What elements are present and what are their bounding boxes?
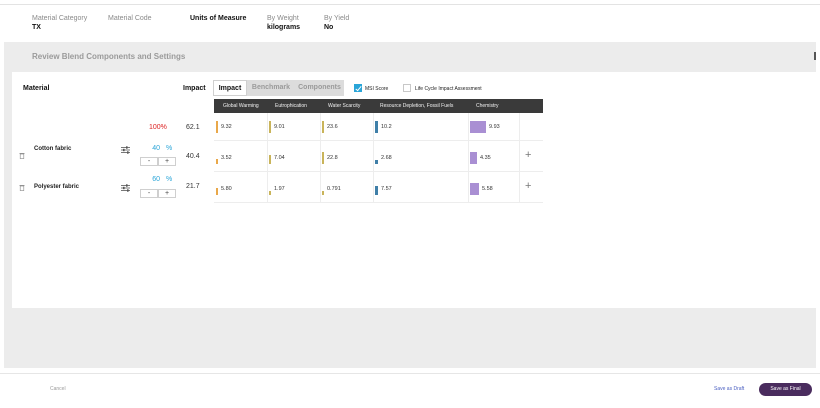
units-of-measure-label: Units of Measure	[190, 15, 247, 22]
footer-divider	[0, 373, 820, 374]
total-percent: 100%	[149, 124, 167, 131]
review-title: Review Blend Components and Settings	[32, 52, 186, 61]
save-final-button[interactable]: Save as Final	[759, 383, 812, 396]
column-header-eutrophication: Eutrophication	[275, 103, 307, 109]
total-impact: 62.1	[186, 124, 200, 131]
impact-value-cotton-0: 3.52	[221, 155, 232, 161]
lcia-label: Life Cycle Impact Assessment	[415, 86, 482, 92]
add-cotton-button[interactable]: +	[525, 149, 532, 161]
impact-bar-cotton-2	[322, 152, 324, 164]
column-header-global-warming: Global Warming	[223, 103, 259, 109]
impact-bar-cotton-3	[375, 160, 378, 164]
impact-bar-polyester-3	[375, 186, 378, 195]
column-divider	[267, 113, 268, 203]
impact-value-polyester-0: 5.80	[221, 186, 232, 192]
delete-cotton-icon[interactable]	[19, 152, 25, 159]
impact-cotton: 40.4	[186, 153, 200, 160]
impact-bar-total-4	[470, 121, 486, 133]
view-tabs: Impact Benchmark Components	[213, 80, 344, 96]
by-weight-value: kilograms	[267, 24, 301, 31]
delete-polyester-icon[interactable]	[19, 184, 25, 191]
add-polyester-button[interactable]: +	[525, 180, 532, 192]
impact-value-total-3: 10.2	[381, 124, 392, 130]
impact-bar-total-3	[375, 121, 378, 133]
column-header-chemistry: Chemistry	[476, 103, 499, 109]
by-yield-value: No	[324, 24, 334, 31]
tab-benchmark[interactable]: Benchmark	[251, 84, 291, 91]
row-divider	[214, 171, 543, 172]
impact-value-cotton-1: 7.04	[274, 155, 285, 161]
save-draft-button[interactable]: Save as Draft	[714, 386, 745, 392]
impact-grid: 9.32 9.01 23.6 10.2 9.93 3.52 7.04 22.8 2.68 4.35…	[214, 113, 543, 203]
column-divider	[320, 113, 321, 203]
msi-score-label: MSI Score	[365, 86, 389, 92]
impact-value-cotton-3: 2.68	[381, 155, 392, 161]
settings-polyester-icon[interactable]	[121, 184, 130, 192]
increase-cotton-button[interactable]: +	[158, 157, 176, 166]
impact-value-cotton-2: 22.8	[327, 155, 338, 161]
increase-polyester-button[interactable]: +	[158, 189, 176, 198]
impact-value-total-2: 23.6	[327, 124, 338, 130]
material-category-label: Material Category	[32, 15, 88, 22]
impact-value-cotton-4: 4.35	[480, 155, 491, 161]
percent-input-polyester[interactable]: 60	[152, 176, 160, 183]
column-divider	[468, 113, 469, 203]
impact-bar-polyester-2	[322, 191, 324, 195]
column-header-water-scarcity: Water Scarcity	[328, 103, 361, 109]
impact-value-polyester-2: 0.791	[327, 186, 341, 192]
material-code-label: Material Code	[108, 15, 152, 22]
impact-columns-header: Global Warming Eutrophication Water Scar…	[214, 99, 543, 113]
impact-value-total-4: 9.93	[489, 124, 500, 130]
material-name-cotton: Cotton fabric	[34, 146, 72, 152]
impact-value-total-0: 9.32	[221, 124, 232, 130]
percent-sign: %	[166, 176, 173, 183]
impact-value-polyester-3: 7.57	[381, 186, 392, 192]
impact-bar-total-0	[216, 121, 218, 133]
impact-value-total-1: 9.01	[274, 124, 285, 130]
impact-value-polyester-1: 1.97	[274, 186, 285, 192]
collapse-handle[interactable]	[814, 52, 816, 60]
impact-bar-cotton-4	[470, 152, 477, 164]
impact-bar-cotton-1	[269, 155, 271, 164]
impact-bar-cotton-0	[216, 159, 218, 164]
lcia-checkbox[interactable]	[403, 84, 411, 92]
percent-input-cotton[interactable]: 40	[152, 145, 160, 152]
percent-sign: %	[166, 145, 173, 152]
material-category-value: TX	[32, 24, 41, 31]
material-column-header: Material	[23, 85, 50, 92]
by-weight-label: By Weight	[267, 15, 299, 22]
decrease-cotton-button[interactable]: -	[140, 157, 158, 166]
top-bar	[0, 0, 820, 5]
cancel-button[interactable]: Cancel	[50, 386, 66, 392]
impact-value-polyester-4: 5.58	[482, 186, 493, 192]
column-divider	[373, 113, 374, 203]
column-divider	[519, 113, 520, 203]
impact-bar-polyester-4	[470, 183, 479, 195]
tab-components[interactable]: Components	[298, 84, 341, 91]
impact-bar-total-2	[322, 121, 324, 133]
row-divider	[214, 140, 543, 141]
by-yield-label: By Yield	[324, 15, 350, 22]
impact-bar-total-1	[269, 121, 271, 133]
settings-cotton-icon[interactable]	[121, 146, 130, 154]
impact-bar-polyester-1	[269, 191, 271, 195]
decrease-polyester-button[interactable]: -	[140, 189, 158, 198]
column-header-resource-depletion: Resource Depletion, Fossil Fuels	[380, 103, 454, 109]
material-name-polyester: Polyester fabric	[34, 184, 80, 190]
impact-polyester: 21.7	[186, 183, 200, 190]
msi-score-checkbox[interactable]	[354, 84, 362, 92]
impact-column-header: Impact	[183, 85, 206, 92]
tab-impact[interactable]: Impact	[213, 80, 247, 96]
row-divider	[214, 202, 543, 203]
impact-bar-polyester-0	[216, 188, 218, 195]
